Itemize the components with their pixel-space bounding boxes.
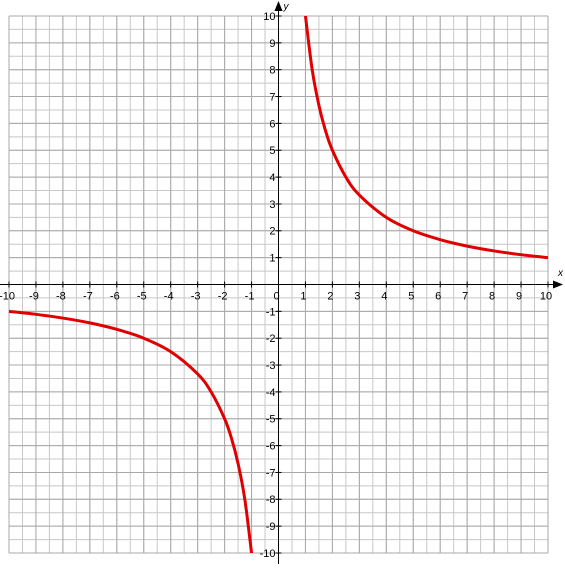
y-tick-label: -9: [266, 521, 276, 533]
x-tick-label: 8: [489, 290, 495, 302]
y-tick-label: 3: [269, 199, 275, 211]
x-tick-label: 2: [327, 290, 333, 302]
x-tick-label: 9: [516, 290, 522, 302]
y-tick-label: -5: [266, 414, 276, 426]
y-tick-label: 1: [269, 253, 275, 265]
x-tick-label: 10: [540, 290, 552, 302]
x-tick-label: -3: [191, 290, 201, 302]
y-tick-label: -3: [266, 360, 276, 372]
x-axis-arrow: [553, 280, 563, 289]
curve: [303, 15, 549, 260]
y-tick-label: -4: [266, 387, 276, 399]
x-tick-label: -2: [218, 290, 228, 302]
y-tick-label: -1: [266, 306, 276, 318]
x-tick-label: 5: [408, 290, 414, 302]
y-tick-label: 2: [269, 226, 275, 238]
x-tick-label: 4: [381, 290, 387, 302]
x-tick-label: -5: [137, 290, 147, 302]
y-axis-arrow: [274, 1, 283, 11]
x-tick-label: 6: [435, 290, 441, 302]
y-tick-label: 6: [269, 118, 275, 130]
x-tick-label: -6: [110, 290, 120, 302]
x-tick-label: -9: [29, 290, 39, 302]
y-axis-label: y: [283, 2, 290, 13]
y-tick-label: 9: [269, 38, 275, 50]
y-tick-label: -8: [266, 494, 276, 506]
y-tick-label: 8: [269, 65, 275, 77]
x-tick-label: 0: [273, 290, 279, 302]
x-tick-label: -8: [56, 290, 66, 302]
x-tick-label: 3: [354, 290, 360, 302]
y-tick-label: -7: [266, 467, 276, 479]
x-tick-label: -10: [0, 290, 15, 302]
y-tick-label: -6: [266, 441, 276, 453]
y-tick-label: 7: [269, 91, 275, 103]
x-tick-label: -4: [164, 290, 174, 302]
y-tick-label: -10: [260, 548, 276, 560]
curve: [8, 309, 254, 554]
x-tick-label: -1: [245, 290, 255, 302]
x-tick-label: 7: [462, 290, 468, 302]
x-axis-label: x: [557, 268, 564, 279]
y-tick-label: 10: [263, 11, 275, 23]
y-tick-label: 5: [269, 145, 275, 157]
x-tick-label: 1: [300, 290, 306, 302]
y-tick-label: -2: [266, 333, 276, 345]
x-tick-label: -7: [83, 290, 93, 302]
y-tick-label: 4: [269, 172, 275, 184]
